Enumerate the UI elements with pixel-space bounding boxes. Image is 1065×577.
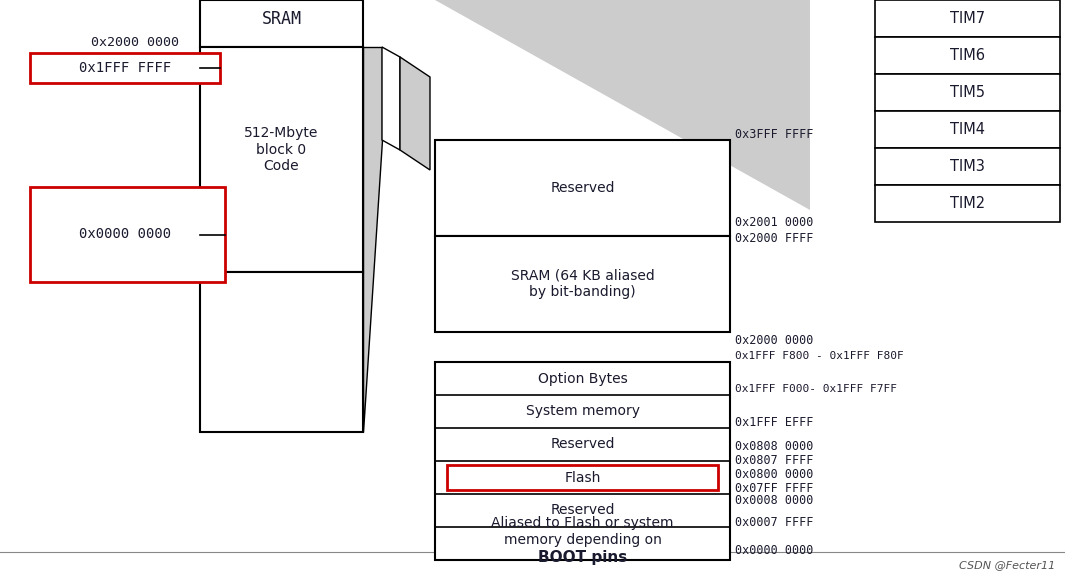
Text: 0x2001 0000: 0x2001 0000: [735, 215, 814, 228]
Text: 0x0808 0000: 0x0808 0000: [735, 440, 814, 454]
Text: 0x0008 0000: 0x0008 0000: [735, 493, 814, 507]
Bar: [875, 74, 1060, 111]
Bar: [875, 111, 1060, 148]
Text: TIM7: TIM7: [950, 11, 985, 26]
Text: 0x0000 0000: 0x0000 0000: [735, 544, 814, 556]
Bar: [435, 236, 730, 332]
Text: Reserved: Reserved: [551, 437, 615, 451]
Text: Flash: Flash: [564, 470, 601, 485]
Bar: [435, 140, 730, 236]
Text: 0x0807 FFFF: 0x0807 FFFF: [735, 455, 814, 467]
Polygon shape: [382, 47, 400, 150]
Bar: [200, 0, 363, 47]
Text: SRAM (64 KB aliased
by bit-banding): SRAM (64 KB aliased by bit-banding): [510, 269, 654, 299]
Bar: [875, 148, 1060, 185]
Text: 0x0000 0000: 0x0000 0000: [79, 227, 171, 242]
Text: 0x2000 0000: 0x2000 0000: [735, 334, 814, 347]
Text: TIM3: TIM3: [950, 159, 985, 174]
Text: 0x1FFF EFFF: 0x1FFF EFFF: [735, 417, 814, 429]
Text: TIM4: TIM4: [950, 122, 985, 137]
Text: 0x07FF FFFF: 0x07FF FFFF: [735, 481, 814, 494]
Text: TIM5: TIM5: [950, 85, 985, 100]
Bar: [200, 47, 363, 272]
Polygon shape: [435, 0, 810, 210]
Text: 0x1FFF F800 - 0x1FFF F80F: 0x1FFF F800 - 0x1FFF F80F: [735, 351, 904, 361]
Text: SRAM: SRAM: [262, 9, 301, 28]
Bar: [875, 37, 1060, 74]
Bar: [30, 187, 225, 282]
Bar: [875, 185, 1060, 222]
Text: System memory: System memory: [525, 404, 639, 418]
Text: 0x3FFF FFFF: 0x3FFF FFFF: [735, 128, 814, 141]
Text: 0x0007 FFFF: 0x0007 FFFF: [735, 515, 814, 529]
Polygon shape: [400, 57, 430, 170]
Polygon shape: [363, 47, 382, 432]
Bar: [875, 0, 1060, 37]
Text: CSDN @Fecter11: CSDN @Fecter11: [958, 560, 1055, 570]
Text: 0x0800 0000: 0x0800 0000: [735, 469, 814, 481]
Text: 0x2000 0000: 0x2000 0000: [91, 36, 179, 50]
Text: Aliased to Flash or system
memory depending on: Aliased to Flash or system memory depend…: [491, 516, 674, 546]
Bar: [30, 53, 220, 83]
Text: 0x1FFF FFFF: 0x1FFF FFFF: [79, 61, 171, 75]
Text: Reserved: Reserved: [551, 504, 615, 518]
Text: TIM6: TIM6: [950, 48, 985, 63]
Bar: [200, 272, 363, 432]
Bar: [435, 362, 730, 560]
Text: BOOT pins: BOOT pins: [538, 550, 627, 565]
Text: Option Bytes: Option Bytes: [538, 372, 627, 385]
Bar: [447, 465, 718, 490]
Text: 0x1FFF F000- 0x1FFF F7FF: 0x1FFF F000- 0x1FFF F7FF: [735, 384, 897, 394]
Text: 0x2000 FFFF: 0x2000 FFFF: [735, 231, 814, 245]
Text: 512-Mbyte
block 0
Code: 512-Mbyte block 0 Code: [244, 126, 318, 173]
Text: Reserved: Reserved: [551, 181, 615, 195]
Text: TIM2: TIM2: [950, 196, 985, 211]
